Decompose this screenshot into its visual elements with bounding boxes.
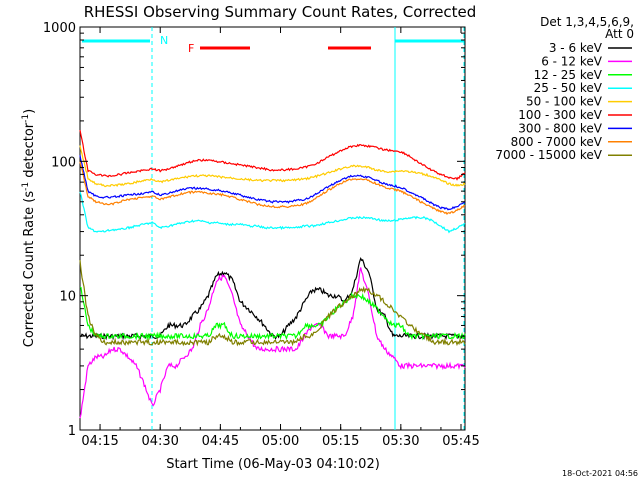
x-tick-label: 05:15 <box>322 434 359 449</box>
flare-label: F <box>188 42 194 55</box>
x-axis-label: Start Time (06-May-03 04:10:02) <box>166 457 380 472</box>
series-line-0 <box>79 257 466 341</box>
date-stamp: 18-Oct-2021 04:56 <box>562 469 638 478</box>
legend-label: 12 - 25 keV <box>534 68 603 82</box>
legend-label: 7000 - 15000 keV <box>495 148 602 162</box>
axis-ticks: 04:15 04:30 04:45 05:00 05:15 05:30 05:45 1 10 10… <box>43 21 480 449</box>
x-tick-label: 05:30 <box>382 434 419 449</box>
legend-label: 100 - 300 keV <box>518 108 602 122</box>
series-line-1 <box>79 267 466 419</box>
x-tick-label: 04:30 <box>141 434 178 449</box>
y-tick-label: 1000 <box>43 21 76 36</box>
series-line-8 <box>79 260 466 347</box>
x-tick-label: 04:15 <box>81 434 118 449</box>
legend-header: Det 1,3,4,5,6,9, <box>540 15 634 29</box>
legend-label: 300 - 800 keV <box>518 121 602 135</box>
legend-label: 50 - 100 keV <box>526 95 603 109</box>
series-line-4 <box>79 145 466 188</box>
legend-header-att: Att 0 <box>605 27 634 41</box>
y-tick-label: 10 <box>59 290 76 305</box>
x-tick-label: 04:45 <box>202 434 239 449</box>
y-axis-label: Corrected Count Rate (s-1 detector-1) <box>21 109 37 347</box>
y-tick-label: 1 <box>68 424 76 439</box>
series-line-2 <box>79 286 466 341</box>
plot-area <box>79 26 466 431</box>
series-line-7 <box>79 161 466 215</box>
series-line-6 <box>79 154 466 211</box>
legend-label: 3 - 6 keV <box>549 41 603 55</box>
series-line-5 <box>79 129 466 181</box>
legend-label: 800 - 7000 keV <box>511 135 603 149</box>
legend-label: 25 - 50 keV <box>534 81 603 95</box>
y-tick-label: 100 <box>51 155 76 170</box>
plot-frame <box>79 26 466 431</box>
x-tick-label: 05:00 <box>262 434 299 449</box>
legend-label: 6 - 12 keV <box>541 54 603 68</box>
series-line-3 <box>79 191 466 234</box>
chart-title: RHESSI Observing Summary Count Rates, Co… <box>84 3 477 21</box>
x-tick-label: 05:45 <box>442 434 479 449</box>
night-label: N <box>160 34 168 47</box>
